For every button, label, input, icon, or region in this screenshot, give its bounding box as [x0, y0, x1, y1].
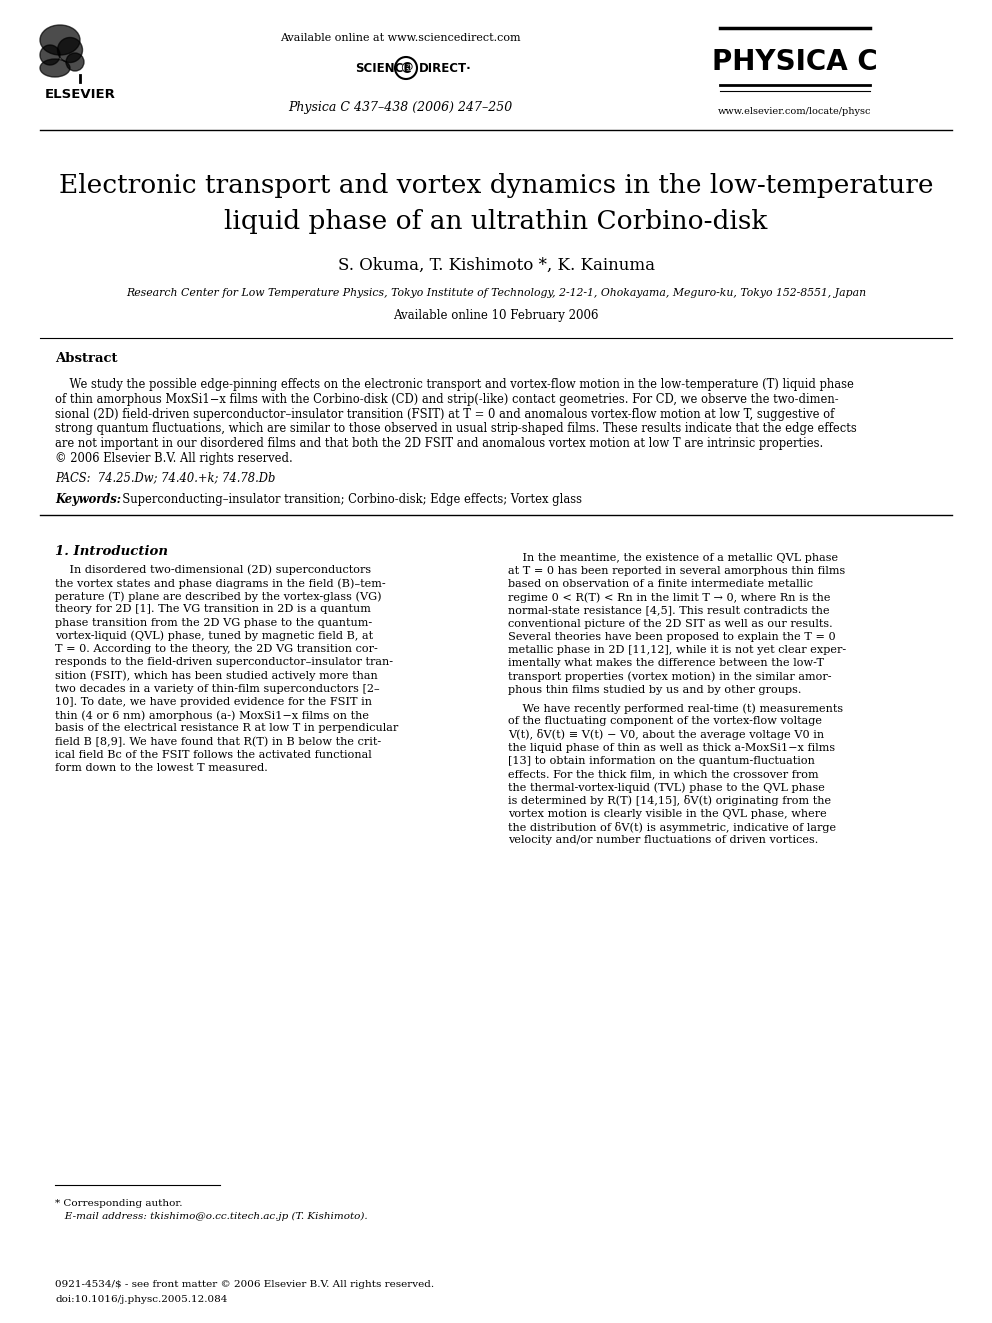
Text: metallic phase in 2D [11,12], while it is not yet clear exper-: metallic phase in 2D [11,12], while it i… — [508, 646, 846, 655]
Text: the distribution of δV(t) is asymmetric, indicative of large: the distribution of δV(t) is asymmetric,… — [508, 822, 836, 832]
Text: effects. For the thick film, in which the crossover from: effects. For the thick film, in which th… — [508, 769, 818, 779]
Text: S. Okuma, T. Kishimoto *, K. Kainuma: S. Okuma, T. Kishimoto *, K. Kainuma — [337, 257, 655, 274]
Text: transport properties (vortex motion) in the similar amor-: transport properties (vortex motion) in … — [508, 672, 831, 683]
Text: PACS:  74.25.Dw; 74.40.+k; 74.78.Db: PACS: 74.25.Dw; 74.40.+k; 74.78.Db — [55, 471, 276, 484]
Text: at T = 0 has been reported in several amorphous thin films: at T = 0 has been reported in several am… — [508, 566, 845, 576]
Text: perature (T) plane are described by the vortex-glass (VG): perature (T) plane are described by the … — [55, 591, 382, 602]
Text: E-mail address: tkishimo@o.cc.titech.ac.jp (T. Kishimoto).: E-mail address: tkishimo@o.cc.titech.ac.… — [55, 1212, 368, 1221]
Text: In disordered two-dimensional (2D) superconductors: In disordered two-dimensional (2D) super… — [55, 565, 371, 576]
Text: strong quantum fluctuations, which are similar to those observed in usual strip-: strong quantum fluctuations, which are s… — [55, 422, 857, 435]
Text: T = 0. According to the theory, the 2D VG transition cor-: T = 0. According to the theory, the 2D V… — [55, 644, 378, 654]
Text: * Corresponding author.: * Corresponding author. — [55, 1199, 183, 1208]
Text: ELSEVIER: ELSEVIER — [45, 89, 115, 102]
Text: 0921-4534/$ - see front matter © 2006 Elsevier B.V. All rights reserved.: 0921-4534/$ - see front matter © 2006 El… — [55, 1279, 434, 1289]
Text: responds to the field-driven superconductor–insulator tran-: responds to the field-driven superconduc… — [55, 658, 393, 667]
Text: imentally what makes the difference between the low-T: imentally what makes the difference betw… — [508, 659, 824, 668]
Ellipse shape — [66, 53, 84, 71]
Text: of the fluctuating component of the vortex-flow voltage: of the fluctuating component of the vort… — [508, 716, 822, 726]
Text: doi:10.1016/j.physc.2005.12.084: doi:10.1016/j.physc.2005.12.084 — [55, 1295, 227, 1304]
Text: basis of the electrical resistance R at low T in perpendicular: basis of the electrical resistance R at … — [55, 724, 398, 733]
Text: 10]. To date, we have provided evidence for the FSIT in: 10]. To date, we have provided evidence … — [55, 697, 372, 706]
Text: DIRECT·: DIRECT· — [419, 61, 472, 74]
Text: are not important in our disordered films and that both the 2D FSIT and anomalou: are not important in our disordered film… — [55, 437, 823, 450]
Text: conventional picture of the 2D SIT as well as our results.: conventional picture of the 2D SIT as we… — [508, 619, 832, 628]
Text: Available online 10 February 2006: Available online 10 February 2006 — [393, 308, 599, 321]
Text: the vortex states and phase diagrams in the field (B)–tem-: the vortex states and phase diagrams in … — [55, 578, 386, 589]
Ellipse shape — [58, 37, 82, 62]
Text: liquid phase of an ultrathin Corbino-disk: liquid phase of an ultrathin Corbino-dis… — [224, 209, 768, 234]
Text: field B [8,9]. We have found that R(T) in B below the crit-: field B [8,9]. We have found that R(T) i… — [55, 737, 381, 746]
Text: We study the possible edge-pinning effects on the electronic transport and vorte: We study the possible edge-pinning effec… — [55, 378, 854, 392]
Text: vortex-liquid (QVL) phase, tuned by magnetic field B, at: vortex-liquid (QVL) phase, tuned by magn… — [55, 631, 373, 642]
Text: Abstract: Abstract — [55, 352, 117, 365]
Text: normal-state resistance [4,5]. This result contradicts the: normal-state resistance [4,5]. This resu… — [508, 606, 829, 615]
Text: the liquid phase of thin as well as thick a-MoxSi1−x films: the liquid phase of thin as well as thic… — [508, 742, 835, 753]
Text: is determined by R(T) [14,15], δV(t) originating from the: is determined by R(T) [14,15], δV(t) ori… — [508, 795, 831, 807]
Text: the thermal-vortex-liquid (TVL) phase to the QVL phase: the thermal-vortex-liquid (TVL) phase to… — [508, 782, 825, 792]
Ellipse shape — [40, 25, 80, 56]
Text: PHYSICA C: PHYSICA C — [712, 48, 878, 75]
Text: Research Center for Low Temperature Physics, Tokyo Institute of Technology, 2-12: Research Center for Low Temperature Phys… — [126, 288, 866, 298]
Text: regime 0 < R(T) < Rn in the limit T → 0, where Rn is the: regime 0 < R(T) < Rn in the limit T → 0,… — [508, 593, 830, 603]
Text: 1. Introduction: 1. Introduction — [55, 545, 168, 558]
Text: www.elsevier.com/locate/physc: www.elsevier.com/locate/physc — [718, 107, 872, 116]
Text: Available online at www.sciencedirect.com: Available online at www.sciencedirect.co… — [280, 33, 521, 44]
Text: thin (4 or 6 nm) amorphous (a-) MoxSi1−x films on the: thin (4 or 6 nm) amorphous (a-) MoxSi1−x… — [55, 710, 369, 721]
Text: of thin amorphous MoxSi1−x films with the Corbino-disk (CD) and strip(-like) con: of thin amorphous MoxSi1−x films with th… — [55, 393, 838, 406]
Text: We have recently performed real-time (t) measurements: We have recently performed real-time (t)… — [508, 703, 843, 713]
Text: phous thin films studied by us and by other groups.: phous thin films studied by us and by ot… — [508, 685, 802, 695]
Text: Superconducting–insulator transition; Corbino-disk; Edge effects; Vortex glass: Superconducting–insulator transition; Co… — [115, 492, 582, 505]
Text: sition (FSIT), which has been studied actively more than: sition (FSIT), which has been studied ac… — [55, 671, 378, 681]
Ellipse shape — [40, 60, 70, 77]
Text: SCIENCE: SCIENCE — [355, 61, 412, 74]
Text: @: @ — [400, 61, 413, 74]
Text: phase transition from the 2D VG phase to the quantum-: phase transition from the 2D VG phase to… — [55, 618, 372, 627]
Text: based on observation of a finite intermediate metallic: based on observation of a finite interme… — [508, 579, 813, 589]
Text: sional (2D) field-driven superconductor–insulator transition (FSIT) at T = 0 and: sional (2D) field-driven superconductor–… — [55, 407, 834, 421]
Ellipse shape — [40, 45, 60, 65]
Text: velocity and/or number fluctuations of driven vortices.: velocity and/or number fluctuations of d… — [508, 835, 818, 845]
Text: Physica C 437–438 (2006) 247–250: Physica C 437–438 (2006) 247–250 — [288, 102, 512, 115]
Text: vortex motion is clearly visible in the QVL phase, where: vortex motion is clearly visible in the … — [508, 808, 826, 819]
Text: form down to the lowest T measured.: form down to the lowest T measured. — [55, 763, 268, 773]
Text: Electronic transport and vortex dynamics in the low-temperature: Electronic transport and vortex dynamics… — [59, 172, 933, 197]
Text: Keywords:: Keywords: — [55, 492, 121, 505]
Text: [13] to obtain information on the quantum-fluctuation: [13] to obtain information on the quantu… — [508, 755, 814, 766]
Text: V(t), δV(t) ≡ V(t) − V0, about the average voltage V0 in: V(t), δV(t) ≡ V(t) − V0, about the avera… — [508, 729, 824, 741]
Text: © 2006 Elsevier B.V. All rights reserved.: © 2006 Elsevier B.V. All rights reserved… — [55, 452, 293, 464]
Text: ical field Bc of the FSIT follows the activated functional: ical field Bc of the FSIT follows the ac… — [55, 750, 372, 759]
Text: two decades in a variety of thin-film superconductors [2–: two decades in a variety of thin-film su… — [55, 684, 380, 693]
Text: theory for 2D [1]. The VG transition in 2D is a quantum: theory for 2D [1]. The VG transition in … — [55, 605, 371, 614]
Text: Several theories have been proposed to explain the T = 0: Several theories have been proposed to e… — [508, 632, 835, 642]
Text: In the meantime, the existence of a metallic QVL phase: In the meantime, the existence of a meta… — [508, 553, 838, 562]
